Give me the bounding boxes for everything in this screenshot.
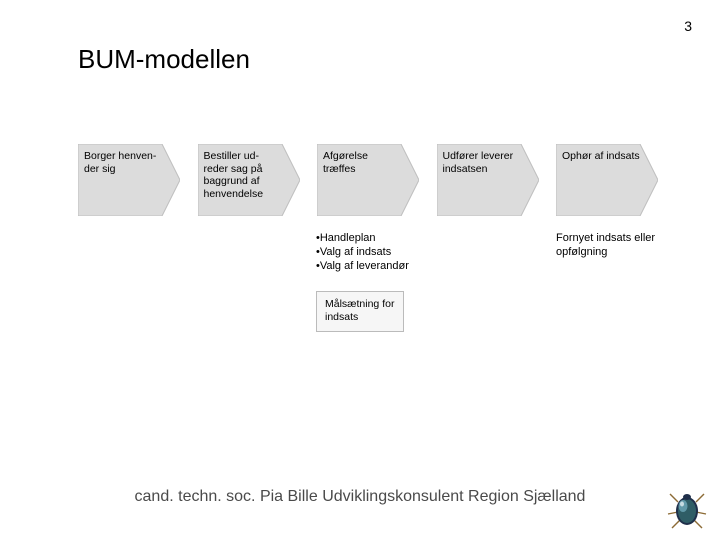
flow-step-2: Bestiller ud-reder sag på baggrund af he… xyxy=(198,144,300,216)
flow-step-5: Ophør af indsats xyxy=(556,144,658,216)
step3-sub-column: •Handleplan •Valg af indsats •Valg af le… xyxy=(316,232,416,332)
step5-sub-column: Fornyet indsats eller opfølgning xyxy=(556,232,656,260)
flow-step-label: Bestiller ud-reder sag på baggrund af he… xyxy=(204,150,282,200)
flow-step-4: Udfører leverer indsatsen xyxy=(437,144,539,216)
step3-bullet-list: •Handleplan •Valg af indsats •Valg af le… xyxy=(316,232,416,273)
flow-step-label: Borger henven-der sig xyxy=(84,150,162,175)
footer-text: cand. techn. soc. Pia Bille Udviklingsko… xyxy=(0,488,720,506)
beetle-icon xyxy=(664,488,710,534)
page-title: BUM-modellen xyxy=(78,44,250,75)
flow-step-3: Afgørelse træffes xyxy=(317,144,419,216)
step5-sub-text: Fornyet indsats eller opfølgning xyxy=(556,232,656,260)
flow-step-label: Udfører leverer indsatsen xyxy=(443,150,521,175)
flow-step-1: Borger henven-der sig xyxy=(78,144,180,216)
flow-step-label: Ophør af indsats xyxy=(562,150,640,163)
flow-step-label: Afgørelse træffes xyxy=(323,150,401,175)
page-number: 3 xyxy=(684,18,692,34)
flow-row: Borger henven-der sig Bestiller ud-reder… xyxy=(78,144,658,216)
step3-sub-box: Målsætning for indsats xyxy=(316,291,404,331)
